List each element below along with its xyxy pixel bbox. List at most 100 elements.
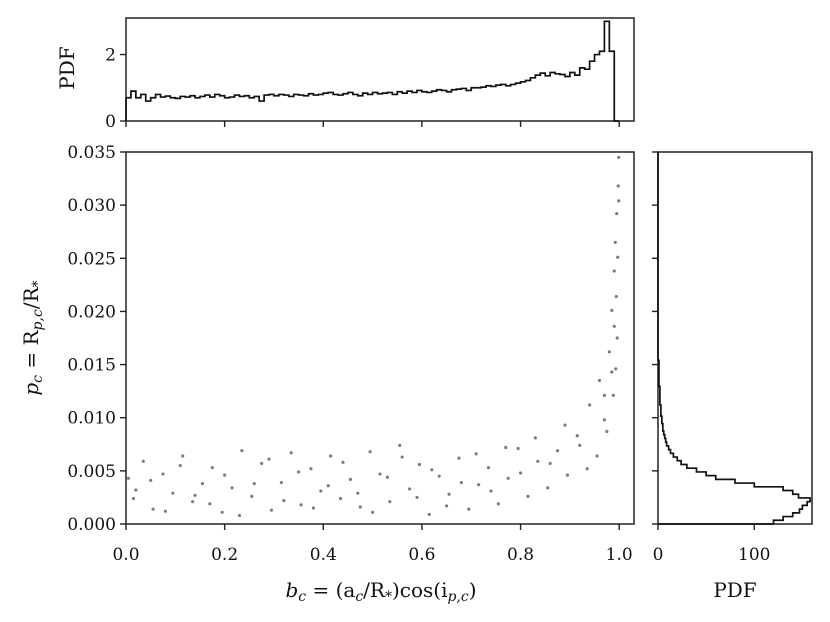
scatter-point bbox=[486, 466, 491, 470]
scatter-x-ticks: 0.0 0.2 0.4 0.6 0.8 1.0 bbox=[112, 524, 633, 565]
top-histogram-bars bbox=[125, 20, 620, 122]
scatter-point bbox=[126, 476, 131, 480]
scatter-point bbox=[417, 462, 422, 467]
scatter-point bbox=[467, 507, 471, 511]
scatter-y-tick-label: 0.030 bbox=[67, 196, 116, 216]
scatter-point bbox=[607, 350, 611, 354]
scatter-point bbox=[602, 393, 607, 397]
scatter-x-tick-label: 0.2 bbox=[211, 545, 238, 565]
scatter-point bbox=[309, 467, 313, 471]
right-histogram-panel: 0 100 PDF bbox=[652, 151, 813, 602]
scatter-point bbox=[341, 460, 345, 464]
scatter-point bbox=[610, 370, 614, 374]
top-y-axis-label: PDF bbox=[55, 46, 79, 89]
scatter-point bbox=[267, 457, 271, 461]
scatter-point bbox=[427, 512, 431, 517]
scatter-point bbox=[585, 467, 589, 471]
scatter-point bbox=[611, 393, 615, 397]
scatter-point bbox=[602, 418, 607, 422]
scatter-point bbox=[489, 489, 493, 493]
scatter-x-tick-label: 1.0 bbox=[606, 545, 633, 565]
scatter-point bbox=[358, 505, 362, 509]
scatter-point bbox=[141, 459, 145, 463]
scatter-point bbox=[311, 506, 316, 510]
scatter-point bbox=[200, 482, 205, 486]
right-y-ticks bbox=[652, 151, 658, 525]
scatter-point bbox=[614, 367, 618, 371]
scatter-y-tick-label: 0.035 bbox=[67, 143, 116, 163]
scatter-x-tick-label: 0.0 bbox=[112, 545, 139, 565]
scatter-point bbox=[289, 451, 293, 455]
scatter-point bbox=[210, 466, 214, 470]
scatter-point bbox=[398, 443, 402, 447]
scatter-point bbox=[338, 496, 343, 501]
right-x-tick-label: 0 bbox=[653, 545, 664, 565]
scatter-point bbox=[575, 434, 579, 438]
scatter-point bbox=[230, 486, 234, 490]
scatter-point bbox=[252, 482, 256, 486]
main-scatter-panel: 0.000 0.005 0.010 0.015 0.020 0.025 0.030 0.035… bbox=[19, 143, 635, 605]
scatter-point bbox=[613, 240, 617, 244]
scatter-point bbox=[617, 155, 621, 159]
right-x-ticks: 0 100 bbox=[653, 524, 770, 565]
scatter-point bbox=[161, 472, 165, 476]
top-y-tick-label: 2 bbox=[105, 46, 116, 66]
scatter-point bbox=[368, 450, 372, 454]
scatter-point bbox=[208, 502, 212, 506]
scatter-point bbox=[546, 486, 550, 490]
scatter-y-axis-label: pc = Rp,c/R* bbox=[19, 280, 46, 395]
scatter-point bbox=[297, 470, 301, 474]
scatter-point bbox=[563, 423, 567, 427]
scatter-y-tick-label: 0.005 bbox=[67, 462, 116, 482]
scatter-point bbox=[612, 324, 616, 328]
scatter-point bbox=[548, 461, 552, 466]
scatter-y-tick-label: 0.000 bbox=[67, 515, 116, 535]
scatter-point bbox=[518, 471, 523, 475]
scatter-point bbox=[516, 446, 520, 451]
top-y-tick-label: 0 bbox=[105, 112, 116, 132]
right-x-tick-label: 100 bbox=[738, 545, 770, 565]
scatter-point bbox=[447, 492, 451, 496]
scatter-point bbox=[597, 378, 602, 383]
scatter-x-tick-label: 0.6 bbox=[408, 545, 435, 565]
top-y-ticks: 02 bbox=[105, 46, 126, 132]
scatter-point bbox=[615, 336, 619, 340]
scatter-y-tick-label: 0.020 bbox=[67, 302, 116, 322]
scatter-point bbox=[612, 269, 616, 273]
scatter-point bbox=[605, 429, 609, 434]
scatter-point bbox=[430, 468, 434, 472]
scatter-point bbox=[616, 184, 620, 188]
scatter-point bbox=[223, 473, 227, 477]
top-histogram-step bbox=[125, 20, 620, 122]
top-x-ticks bbox=[125, 121, 620, 127]
scatter-point bbox=[526, 494, 530, 498]
scatter-point bbox=[181, 454, 185, 458]
scatter-point bbox=[149, 478, 153, 483]
scatter-point bbox=[504, 445, 508, 450]
scatter-point bbox=[457, 456, 461, 460]
scatter-point bbox=[131, 496, 135, 501]
scatter-point bbox=[190, 500, 195, 504]
scatter-x-tick-label: 0.4 bbox=[310, 545, 337, 565]
scatter-y-tick-label: 0.010 bbox=[67, 409, 116, 429]
scatter-point bbox=[415, 495, 419, 500]
top-histogram-panel: 02 PDF bbox=[55, 17, 635, 132]
scatter-x-tick-label: 0.8 bbox=[507, 545, 534, 565]
scatter-point bbox=[614, 294, 618, 299]
scatter-point bbox=[326, 484, 330, 488]
scatter-point bbox=[616, 255, 620, 259]
scatter-point bbox=[151, 507, 155, 511]
scatter-x-axis-label: bc = (ac/R*)cos(ip,c) bbox=[285, 578, 476, 605]
scatter-point bbox=[474, 452, 478, 456]
scatter-point bbox=[533, 436, 537, 440]
scatter-point bbox=[282, 499, 286, 503]
scatter-point bbox=[250, 494, 254, 498]
scatter-y-ticks: 0.000 0.005 0.010 0.015 0.020 0.025 0.030 0.035 bbox=[67, 143, 126, 535]
scatter-point bbox=[348, 477, 353, 481]
scatter-frame bbox=[125, 151, 635, 525]
scatter-point bbox=[555, 449, 560, 453]
scatter-point bbox=[617, 199, 621, 203]
scatter-point bbox=[356, 491, 360, 495]
scatter-points bbox=[126, 155, 621, 518]
